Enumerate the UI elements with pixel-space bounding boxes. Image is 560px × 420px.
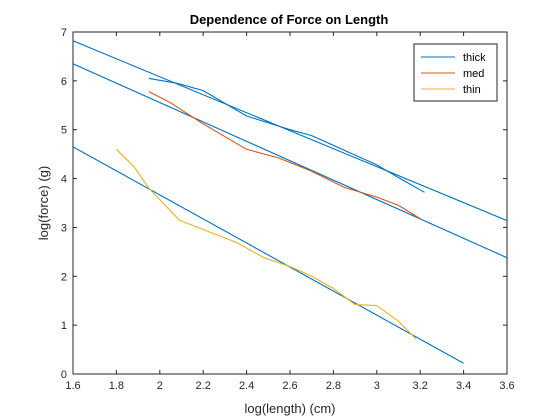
x-tick-label: 2.8 bbox=[326, 380, 341, 392]
y-tick-label: 4 bbox=[61, 174, 67, 186]
y-tick-label: 1 bbox=[61, 320, 67, 332]
legend-label-thin: thin bbox=[463, 84, 481, 96]
x-tick-label: 1.6 bbox=[65, 380, 80, 392]
fit-line-3 bbox=[73, 146, 464, 364]
x-tick-label: 2 bbox=[157, 380, 163, 392]
fit-line-2 bbox=[73, 63, 507, 259]
x-tick-label: 3.6 bbox=[499, 380, 514, 392]
y-tick-label: 0 bbox=[61, 369, 67, 381]
x-tick-label: 2.2 bbox=[196, 380, 211, 392]
x-tick-label: 3 bbox=[374, 380, 380, 392]
series-line-thin bbox=[116, 148, 417, 340]
series-line-med bbox=[148, 91, 421, 220]
y-axis-title: log(force) (g) bbox=[36, 166, 51, 240]
y-tick-label: 2 bbox=[61, 271, 67, 283]
fit-line-1 bbox=[73, 40, 507, 222]
axis-ticks: 1.6 1.8 2 2.2 2.4 2.6 2.8 3 3.2 3.4 3.6 0 1 2 3 4 5 6 7 bbox=[61, 27, 515, 392]
legend: thick med thin bbox=[413, 43, 498, 102]
y-tick-label: 6 bbox=[61, 76, 67, 88]
y-tick-label: 3 bbox=[61, 222, 67, 234]
legend-label-thick: thick bbox=[463, 52, 486, 64]
chart-title: Dependence of Force on Length bbox=[190, 12, 389, 27]
x-tick-label: 3.4 bbox=[456, 380, 471, 392]
x-tick-label: 2.6 bbox=[282, 380, 297, 392]
x-tick-label: 2.4 bbox=[239, 380, 254, 392]
x-tick-label: 1.8 bbox=[109, 380, 124, 392]
series-line-thick bbox=[148, 77, 425, 193]
x-tick-label: 3.2 bbox=[413, 380, 428, 392]
series-lines bbox=[73, 40, 507, 364]
y-tick-label: 5 bbox=[61, 125, 67, 137]
legend-label-med: med bbox=[463, 68, 484, 80]
x-axis-title: log(length) (cm) bbox=[244, 401, 335, 416]
y-tick-label: 7 bbox=[61, 27, 67, 39]
